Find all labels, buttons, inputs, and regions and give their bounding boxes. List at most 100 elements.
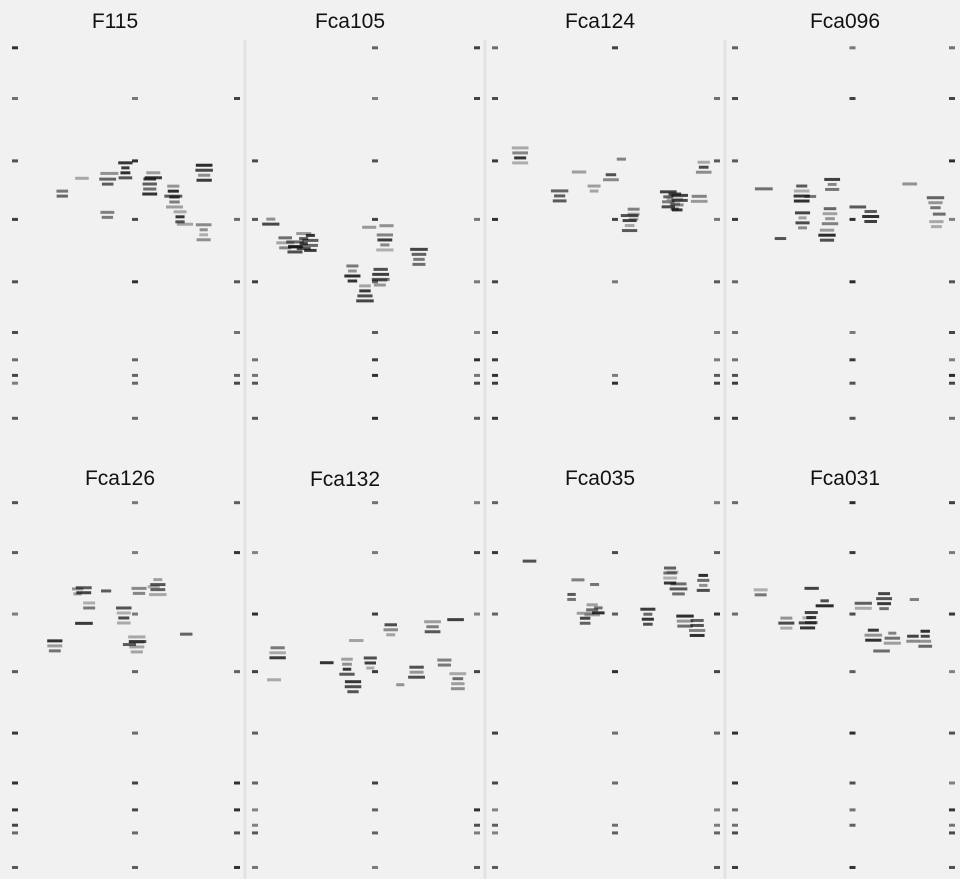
band <box>732 331 738 334</box>
band <box>906 640 919 643</box>
band <box>850 613 856 616</box>
band <box>372 831 378 834</box>
band <box>949 46 955 49</box>
band <box>663 195 673 198</box>
panel-title: Fca132 <box>310 468 380 491</box>
band <box>714 331 720 334</box>
band <box>855 607 872 610</box>
band <box>132 374 138 377</box>
band <box>949 613 955 616</box>
band <box>692 195 707 198</box>
band <box>732 97 738 100</box>
band <box>372 501 378 504</box>
band <box>850 46 856 49</box>
band <box>580 617 590 620</box>
band <box>802 616 812 619</box>
band <box>412 253 427 256</box>
band <box>142 193 157 196</box>
band <box>780 617 792 620</box>
band <box>252 670 258 673</box>
band <box>128 635 145 638</box>
band <box>732 374 738 377</box>
band <box>732 382 738 385</box>
band <box>426 625 439 628</box>
band <box>949 382 955 385</box>
band <box>592 611 604 614</box>
band <box>930 206 940 209</box>
band <box>571 578 584 581</box>
band <box>347 690 358 693</box>
band <box>376 248 393 251</box>
band <box>132 97 138 100</box>
band <box>197 179 212 182</box>
band <box>699 574 709 577</box>
band <box>12 218 18 221</box>
band <box>12 331 18 334</box>
band <box>234 782 240 785</box>
band <box>660 190 677 193</box>
band <box>377 233 393 236</box>
band <box>804 587 818 590</box>
band <box>12 159 18 162</box>
band <box>372 782 378 785</box>
band <box>12 613 18 616</box>
band <box>523 560 537 563</box>
band <box>12 732 18 735</box>
band <box>949 501 955 504</box>
band <box>474 358 480 361</box>
band <box>372 159 378 162</box>
band <box>714 551 720 554</box>
band <box>153 578 162 581</box>
band <box>234 382 240 385</box>
band <box>949 331 955 334</box>
band <box>512 161 528 164</box>
band <box>698 161 710 164</box>
band <box>714 732 720 735</box>
band <box>146 171 160 174</box>
band <box>492 280 498 283</box>
band <box>278 236 292 239</box>
band <box>612 374 618 377</box>
band <box>949 280 955 283</box>
band <box>850 382 856 385</box>
band <box>663 577 677 580</box>
band <box>118 161 132 164</box>
band <box>348 279 358 282</box>
band <box>252 374 258 377</box>
band <box>514 156 526 159</box>
band <box>850 417 856 420</box>
band <box>234 831 240 834</box>
band <box>474 280 480 283</box>
band <box>12 501 18 504</box>
band <box>696 171 712 174</box>
band <box>699 584 707 587</box>
band <box>612 46 618 49</box>
band <box>345 680 361 683</box>
band <box>824 178 840 181</box>
band <box>612 218 618 221</box>
band <box>865 639 881 642</box>
band <box>612 782 618 785</box>
band <box>132 732 138 735</box>
band <box>12 782 18 785</box>
band <box>732 46 738 49</box>
band <box>12 382 18 385</box>
band <box>795 211 810 214</box>
band <box>234 866 240 869</box>
band <box>732 808 738 811</box>
band <box>862 215 879 218</box>
band <box>357 294 372 297</box>
band <box>732 280 738 283</box>
band <box>234 374 240 377</box>
band <box>885 637 901 640</box>
band <box>286 240 304 243</box>
band <box>567 598 576 601</box>
band <box>372 273 389 276</box>
band <box>47 639 62 642</box>
band <box>799 621 817 624</box>
panel-title: Fca126 <box>85 467 155 490</box>
band <box>234 280 240 283</box>
band <box>850 551 856 554</box>
band <box>343 668 351 671</box>
band <box>732 613 738 616</box>
